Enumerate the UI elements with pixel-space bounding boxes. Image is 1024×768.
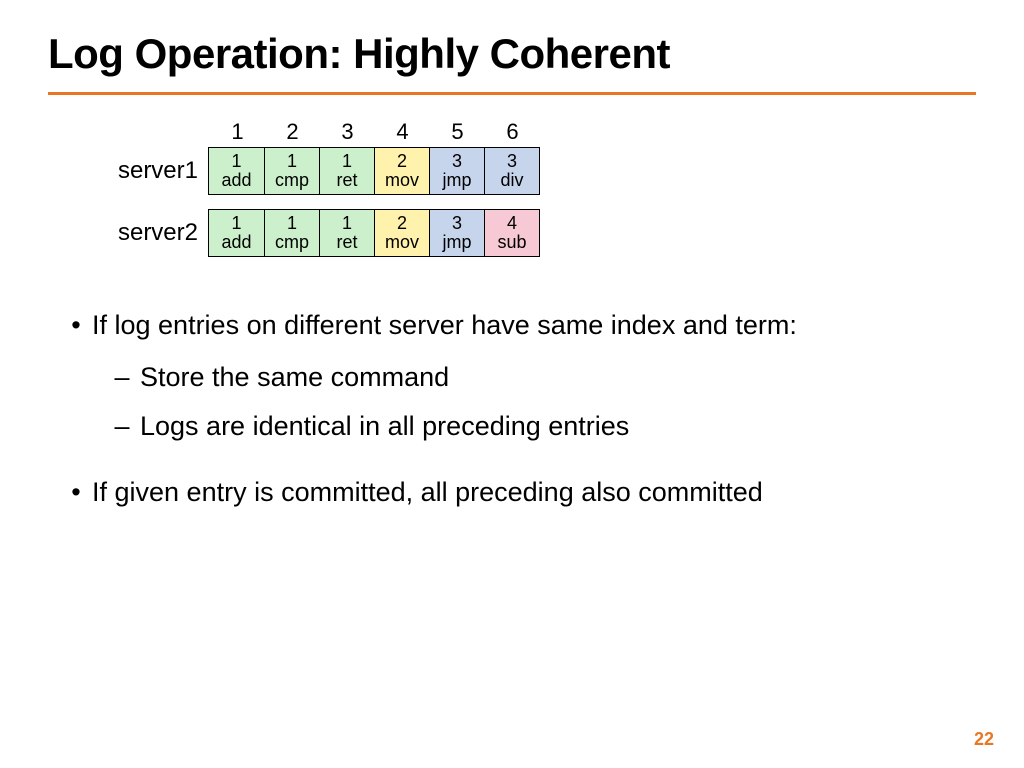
server-label: server2: [108, 219, 208, 247]
entry-term: 3: [507, 152, 517, 171]
entry-command: jmp: [442, 171, 471, 190]
bullet-list: •If log entries on different server have…: [60, 307, 976, 511]
entry-term: 3: [452, 152, 462, 171]
entry-command: add: [221, 233, 251, 252]
index-cell: 3: [320, 119, 375, 145]
index-cell: 4: [375, 119, 430, 145]
log-entry: 1ret: [319, 148, 374, 194]
entry-command: cmp: [275, 233, 309, 252]
bullet-marker: –: [104, 408, 140, 444]
entry-term: 3: [452, 214, 462, 233]
entry-term: 1: [231, 152, 241, 171]
title-rule: [48, 92, 976, 95]
entry-term: 2: [397, 152, 407, 171]
entry-command: add: [221, 171, 251, 190]
log-entry: 1add: [209, 210, 264, 256]
entry-term: 1: [287, 152, 297, 171]
index-cell: 1: [210, 119, 265, 145]
entry-term: 1: [342, 152, 352, 171]
log-entry: 1add: [209, 148, 264, 194]
index-cell: 6: [485, 119, 540, 145]
page-number: 22: [974, 729, 994, 750]
entry-command: div: [500, 171, 523, 190]
entry-term: 1: [287, 214, 297, 233]
entry-command: mov: [385, 171, 419, 190]
bullet-marker: –: [104, 359, 140, 395]
bullet-level2: –Store the same command: [104, 359, 976, 395]
bullet-text: Store the same command: [140, 359, 449, 395]
server-row: server11add1cmp1ret2mov3jmp3div: [108, 147, 976, 195]
entry-term: 1: [342, 214, 352, 233]
entry-term: 2: [397, 214, 407, 233]
entry-term: 1: [231, 214, 241, 233]
entry-command: mov: [385, 233, 419, 252]
server-rows: server11add1cmp1ret2mov3jmp3divserver21a…: [108, 147, 976, 257]
bullet-level1: •If given entry is committed, all preced…: [60, 474, 976, 510]
log-entry: 2mov: [374, 148, 429, 194]
entry-command: ret: [336, 171, 357, 190]
log-entries: 1add1cmp1ret2mov3jmp4sub: [208, 209, 540, 257]
log-entry: 3jmp: [429, 210, 484, 256]
log-diagram: 123456 server11add1cmp1ret2mov3jmp3divse…: [108, 119, 976, 257]
entry-term: 4: [507, 214, 517, 233]
entry-command: sub: [497, 233, 526, 252]
log-entry: 4sub: [484, 210, 539, 256]
bullet-spacer: [60, 456, 976, 474]
bullet-text: Logs are identical in all preceding entr…: [140, 408, 629, 444]
server-row: server21add1cmp1ret2mov3jmp4sub: [108, 209, 976, 257]
log-entry: 3div: [484, 148, 539, 194]
log-entry: 1cmp: [264, 210, 319, 256]
entry-command: ret: [336, 233, 357, 252]
bullet-text: If given entry is committed, all precedi…: [92, 474, 763, 510]
log-entry: 3jmp: [429, 148, 484, 194]
log-entry: 1ret: [319, 210, 374, 256]
bullet-text: If log entries on different server have …: [92, 307, 797, 343]
index-row: 123456: [210, 119, 976, 145]
bullet-marker: •: [60, 474, 92, 510]
log-entry: 2mov: [374, 210, 429, 256]
log-entries: 1add1cmp1ret2mov3jmp3div: [208, 147, 540, 195]
index-cell: 2: [265, 119, 320, 145]
entry-command: jmp: [442, 233, 471, 252]
entry-command: cmp: [275, 171, 309, 190]
slide-title: Log Operation: Highly Coherent: [48, 30, 976, 78]
log-entry: 1cmp: [264, 148, 319, 194]
index-cell: 5: [430, 119, 485, 145]
bullet-marker: •: [60, 307, 92, 343]
bullet-level2: –Logs are identical in all preceding ent…: [104, 408, 976, 444]
server-label: server1: [108, 157, 208, 185]
bullet-level1: •If log entries on different server have…: [60, 307, 976, 343]
